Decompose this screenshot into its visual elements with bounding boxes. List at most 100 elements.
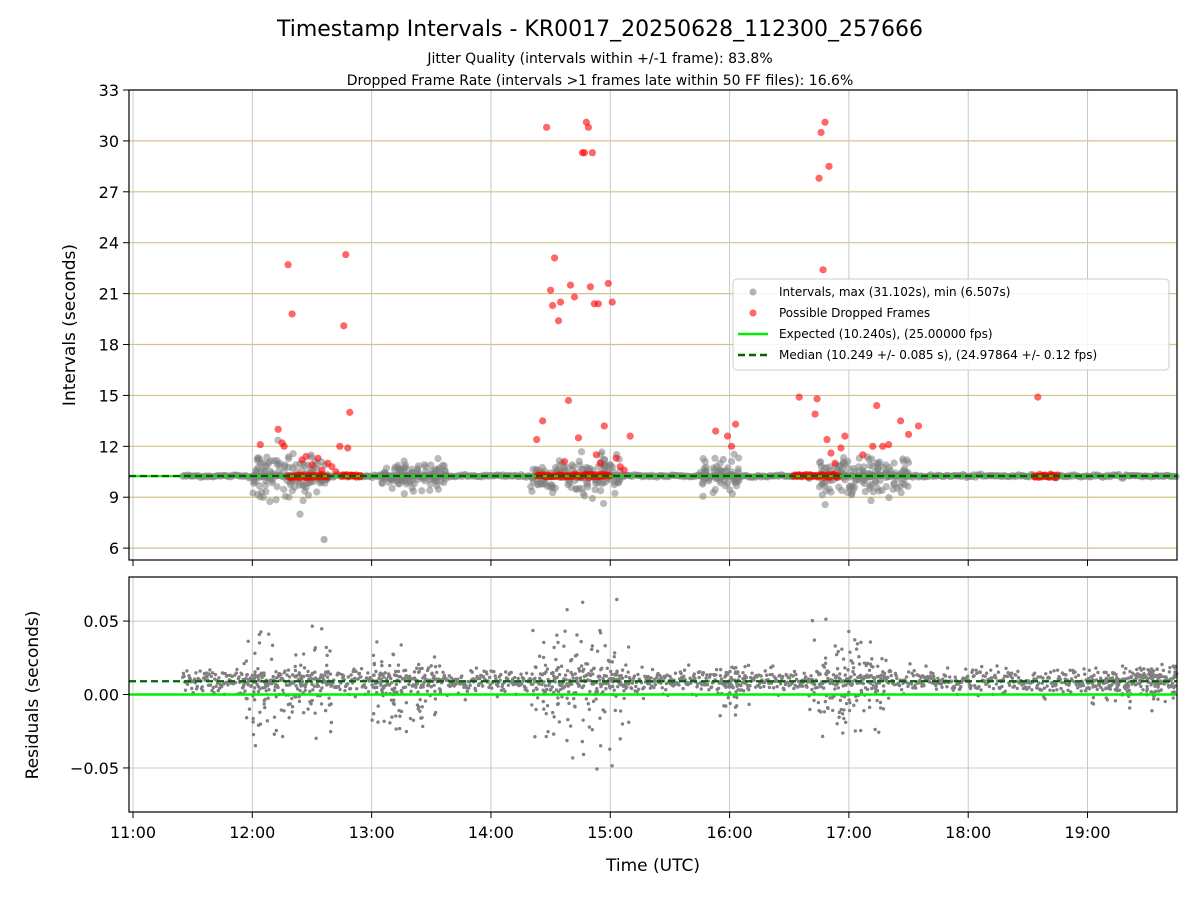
residual-point — [812, 698, 816, 703]
residual-point — [257, 632, 262, 637]
residual-point — [433, 664, 438, 669]
residual-point — [580, 600, 585, 604]
residual-point — [1145, 684, 1149, 689]
residual-point — [945, 685, 949, 689]
residual-point — [699, 687, 703, 691]
residual-point — [250, 673, 255, 678]
residual-point — [979, 688, 983, 692]
residual-point — [809, 674, 813, 678]
residual-point — [1138, 681, 1142, 685]
residual-point — [328, 729, 333, 734]
residual-point — [808, 707, 812, 712]
dropped-frame-point — [620, 466, 628, 474]
residual-point — [408, 716, 413, 721]
intervals-y-tick-label: 33 — [99, 81, 119, 100]
interval-point — [591, 486, 599, 494]
interval-point — [731, 478, 739, 486]
residual-point — [337, 671, 342, 676]
legend-marker-intervals — [749, 288, 757, 296]
residual-point — [552, 715, 556, 719]
residual-point — [848, 650, 852, 654]
residual-point — [579, 639, 583, 644]
residual-point — [847, 629, 851, 634]
residual-point — [481, 675, 486, 679]
residual-point — [1078, 684, 1083, 688]
dropped-frame-point — [712, 427, 720, 435]
residual-point — [263, 697, 267, 702]
residual-point — [636, 672, 640, 677]
residual-point — [1000, 684, 1004, 689]
residual-point — [563, 629, 567, 633]
residual-point — [995, 664, 999, 668]
residual-point — [727, 683, 731, 688]
residual-point — [823, 661, 828, 666]
residual-point — [940, 685, 944, 689]
residual-point — [862, 661, 867, 665]
dropped-frame-point — [817, 128, 825, 137]
residual-point — [840, 647, 844, 651]
residual-point — [285, 673, 289, 677]
residual-point — [394, 714, 398, 718]
residual-point — [210, 688, 214, 693]
dropped-frame-point — [586, 283, 594, 291]
residual-point — [308, 699, 312, 704]
interval-point — [891, 469, 899, 477]
residual-point — [875, 698, 879, 703]
residual-point — [607, 659, 612, 664]
residual-point — [837, 710, 842, 715]
residual-point — [734, 666, 738, 670]
interval-point — [599, 499, 608, 508]
residual-point — [394, 727, 398, 731]
residual-point — [581, 684, 586, 688]
residual-point — [794, 677, 799, 682]
residual-point — [872, 680, 877, 684]
residual-point — [584, 697, 589, 701]
residual-point — [758, 685, 763, 690]
residual-point — [881, 684, 886, 688]
residual-point — [573, 672, 577, 676]
residual-point — [680, 677, 685, 681]
residual-point — [619, 673, 623, 678]
interval-point — [724, 464, 732, 472]
residual-point — [1135, 667, 1139, 672]
residual-point — [934, 683, 938, 688]
residual-point — [553, 680, 557, 684]
residual-point — [570, 673, 575, 677]
residual-point — [287, 675, 292, 679]
residual-point — [1153, 673, 1157, 678]
residual-point — [513, 675, 517, 680]
residual-point — [1022, 681, 1026, 686]
residual-point — [432, 655, 437, 659]
residual-point — [319, 702, 324, 706]
residual-point — [355, 687, 359, 691]
residual-point — [1083, 689, 1088, 693]
interval-point — [728, 490, 737, 498]
interval-point — [400, 457, 408, 465]
residual-point — [253, 743, 258, 748]
residual-point — [835, 667, 840, 671]
residual-point — [324, 645, 328, 650]
residual-point — [441, 670, 445, 675]
residual-point — [391, 701, 396, 706]
residual-point — [1173, 666, 1177, 670]
residual-point — [551, 710, 555, 715]
residual-point — [244, 659, 249, 663]
residual-point — [708, 672, 712, 677]
residual-point — [380, 660, 384, 664]
residual-point — [822, 665, 827, 669]
residual-point — [775, 684, 779, 689]
intervals-y-tick-label: 18 — [99, 336, 119, 355]
residual-point — [429, 664, 433, 668]
dropped-frame-point — [859, 451, 867, 459]
residual-point — [620, 676, 625, 680]
residual-point — [503, 689, 507, 694]
residual-point — [414, 685, 418, 690]
residual-point — [705, 673, 709, 677]
residuals-data — [129, 597, 1179, 771]
residual-point — [264, 689, 268, 693]
residual-point — [867, 698, 872, 702]
intervals-plot-frame — [128, 89, 1178, 561]
interval-point — [439, 461, 447, 469]
residual-point — [272, 688, 277, 693]
interval-point — [702, 468, 710, 476]
